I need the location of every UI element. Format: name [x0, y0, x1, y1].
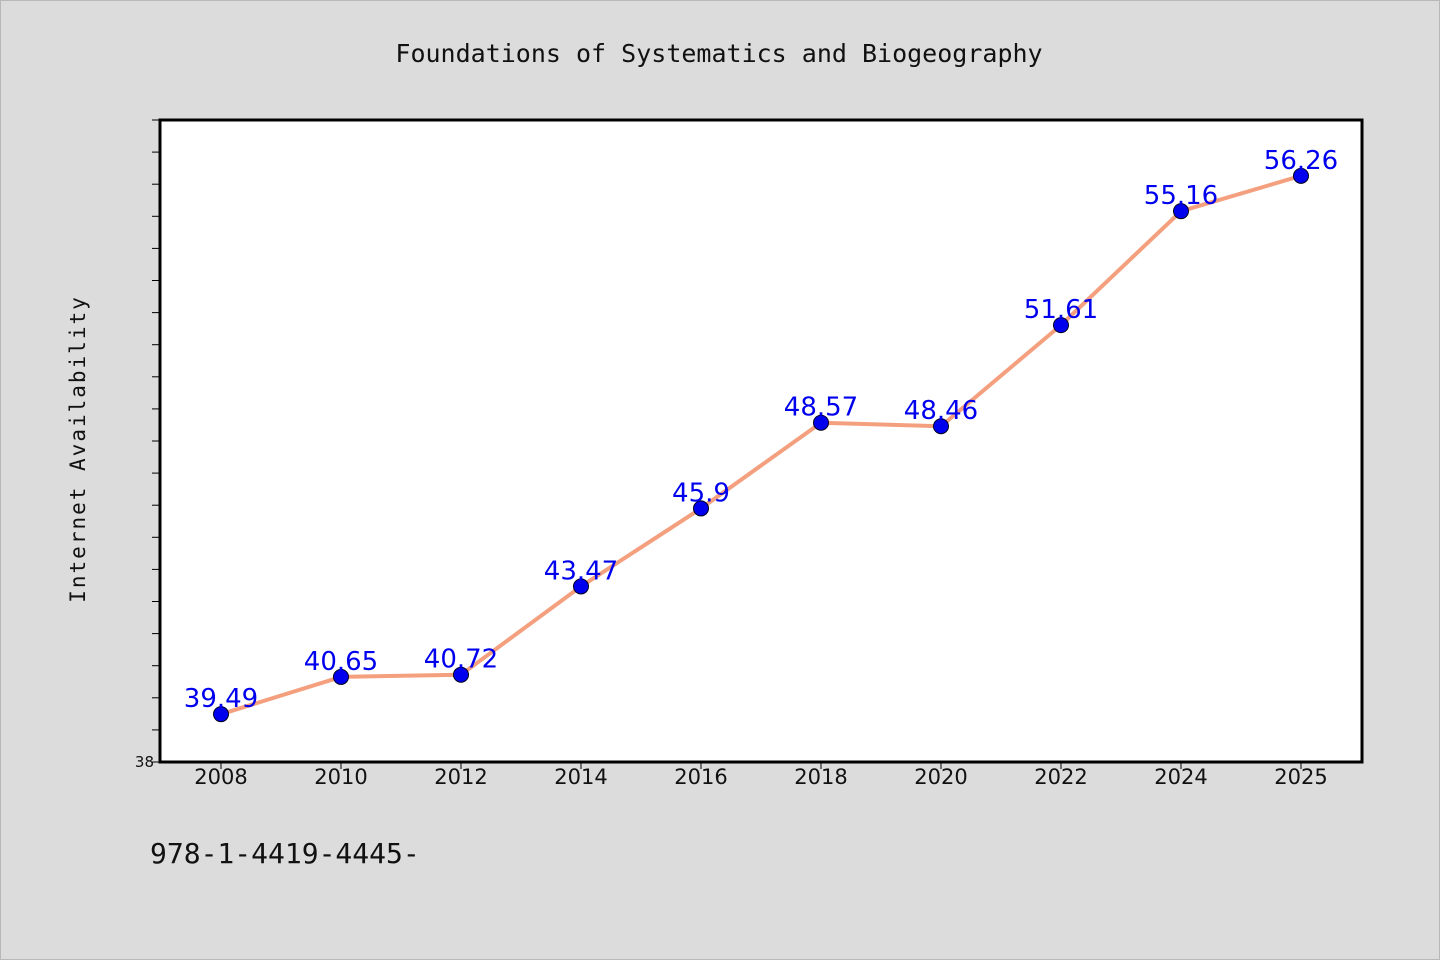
y-axis-ticks: 38: [135, 119, 160, 771]
x-axis-ticks: 2008 2010 2012 2014 2016 2018 2020 2022 2024 2025: [194, 762, 1328, 789]
x-tick-label: 2018: [794, 765, 847, 789]
data-point: [1053, 317, 1069, 334]
data-point: [813, 414, 829, 431]
x-tick-label: 2020: [914, 765, 967, 789]
data-point: [1293, 167, 1309, 184]
series-layer: 39.49 40.65 40.72 43.47 45.9 48.57 48.46 51.61 5…: [184, 146, 1338, 723]
x-tick-label: 2025: [1274, 765, 1327, 789]
data-point: [573, 578, 589, 595]
data-label: 48.57: [784, 393, 858, 423]
data-label: 40.65: [304, 647, 378, 677]
y-axis-label: Internet Availability: [66, 295, 90, 603]
data-label: 43.47: [544, 556, 618, 586]
data-label: 51.61: [1024, 295, 1098, 325]
footer-text: 978-1-4419-4445-: [150, 837, 420, 870]
x-tick-label: 2010: [314, 765, 367, 789]
x-tick-label: 2012: [434, 765, 487, 789]
x-tick-label: 2008: [194, 765, 247, 789]
data-label: 48.46: [904, 396, 978, 426]
data-label: 40.72: [424, 645, 498, 675]
data-point: [453, 666, 469, 683]
y-tick-label: 38: [135, 753, 154, 771]
chart-title: Foundations of Systematics and Biogeogra…: [395, 39, 1042, 68]
series-line: [219, 173, 1303, 717]
data-label: 56.26: [1264, 146, 1338, 176]
x-tick-label: 2014: [554, 765, 607, 789]
x-tick-label: 2024: [1154, 765, 1207, 789]
data-point: [1173, 203, 1189, 220]
data-point: [933, 418, 949, 435]
data-point: [333, 668, 349, 685]
data-label: 45.9: [672, 478, 730, 508]
x-tick-label: 2016: [674, 765, 727, 789]
data-label: 39.49: [184, 684, 258, 714]
data-point: [693, 500, 709, 517]
data-point: [213, 706, 229, 723]
x-tick-label: 2022: [1034, 765, 1087, 789]
data-label: 55.16: [1144, 181, 1218, 211]
